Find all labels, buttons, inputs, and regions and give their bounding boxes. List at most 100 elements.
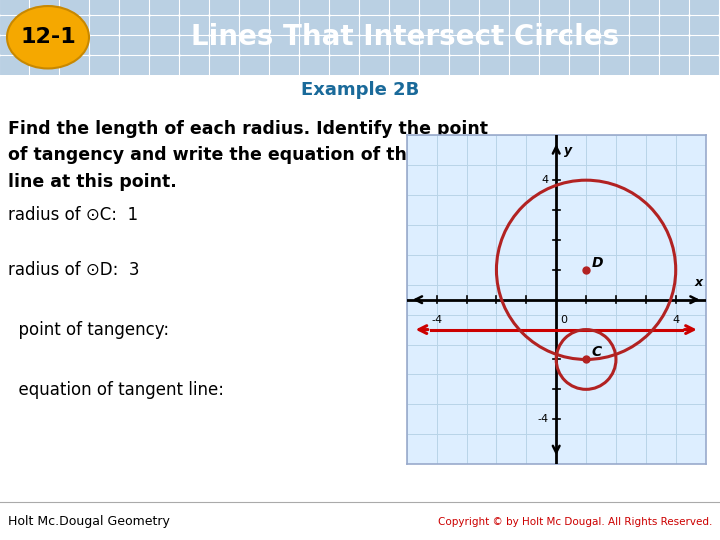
Bar xyxy=(0,0,28,14)
Text: 12-1: 12-1 xyxy=(20,27,76,48)
Bar xyxy=(660,0,688,14)
Text: x: x xyxy=(694,276,702,289)
Bar xyxy=(360,16,388,34)
Bar xyxy=(120,36,148,55)
Bar xyxy=(600,36,628,55)
Bar xyxy=(270,0,298,14)
Bar xyxy=(0,16,28,34)
Bar xyxy=(150,36,178,55)
Bar xyxy=(660,56,688,75)
Bar xyxy=(420,0,448,14)
Text: Holt Mc.Dougal Geometry: Holt Mc.Dougal Geometry xyxy=(8,515,170,528)
Bar xyxy=(330,0,358,14)
Bar xyxy=(60,36,88,55)
Bar xyxy=(420,56,448,75)
Bar xyxy=(360,36,388,55)
Bar xyxy=(450,16,478,34)
Bar xyxy=(30,0,58,14)
Bar xyxy=(210,0,238,14)
Text: equation of tangent line:: equation of tangent line: xyxy=(8,381,224,400)
Bar xyxy=(450,56,478,75)
Text: Example 2B: Example 2B xyxy=(301,81,419,99)
Bar xyxy=(210,56,238,75)
Bar xyxy=(30,36,58,55)
Bar xyxy=(690,36,718,55)
Bar xyxy=(630,56,658,75)
Bar xyxy=(0,36,28,55)
Bar xyxy=(330,56,358,75)
Bar xyxy=(120,56,148,75)
Bar xyxy=(30,16,58,34)
Bar xyxy=(480,16,508,34)
Text: of tangency and write the equation of the tangent: of tangency and write the equation of th… xyxy=(8,146,502,165)
Text: D: D xyxy=(591,256,603,270)
Text: radius of ⊙D:  3: radius of ⊙D: 3 xyxy=(8,261,140,279)
Text: -4: -4 xyxy=(431,315,442,325)
Bar xyxy=(690,0,718,14)
Bar xyxy=(420,16,448,34)
Bar xyxy=(300,56,328,75)
Bar xyxy=(630,36,658,55)
Bar xyxy=(390,56,418,75)
Bar xyxy=(600,0,628,14)
Bar xyxy=(510,36,538,55)
Bar xyxy=(510,56,538,75)
Bar xyxy=(390,0,418,14)
Bar xyxy=(210,36,238,55)
Bar xyxy=(0,56,28,75)
Bar xyxy=(210,16,238,34)
Bar xyxy=(30,56,58,75)
Text: -4: -4 xyxy=(538,414,549,424)
Bar xyxy=(180,16,208,34)
Bar xyxy=(180,36,208,55)
Bar xyxy=(600,56,628,75)
Bar xyxy=(480,36,508,55)
Bar xyxy=(540,0,568,14)
Bar xyxy=(570,56,598,75)
Bar xyxy=(480,0,508,14)
Text: radius of ⊙C:  1: radius of ⊙C: 1 xyxy=(8,206,138,224)
Bar xyxy=(300,0,328,14)
Bar xyxy=(60,16,88,34)
Bar xyxy=(390,16,418,34)
Bar xyxy=(240,36,268,55)
Bar xyxy=(510,16,538,34)
Bar xyxy=(90,16,118,34)
Text: y: y xyxy=(564,144,572,157)
Bar xyxy=(150,56,178,75)
Text: 0: 0 xyxy=(561,315,567,325)
Bar xyxy=(330,16,358,34)
Bar xyxy=(300,16,328,34)
Text: line at this point.: line at this point. xyxy=(8,173,176,191)
Bar xyxy=(240,56,268,75)
Bar xyxy=(450,36,478,55)
Text: Copyright © by Holt Mc Dougal. All Rights Reserved.: Copyright © by Holt Mc Dougal. All Right… xyxy=(438,517,712,527)
Bar xyxy=(270,16,298,34)
Bar xyxy=(630,0,658,14)
Bar xyxy=(420,36,448,55)
Bar xyxy=(330,36,358,55)
Text: Find the length of each radius. Identify the point: Find the length of each radius. Identify… xyxy=(8,120,488,138)
Bar xyxy=(60,56,88,75)
Bar xyxy=(180,0,208,14)
Text: point of tangency:: point of tangency: xyxy=(8,321,169,339)
Bar xyxy=(570,16,598,34)
Bar xyxy=(300,36,328,55)
Bar xyxy=(660,16,688,34)
Bar xyxy=(60,0,88,14)
Bar xyxy=(690,16,718,34)
Bar xyxy=(240,16,268,34)
Bar xyxy=(270,56,298,75)
Bar xyxy=(150,0,178,14)
Text: Lines That Intersect Circles: Lines That Intersect Circles xyxy=(191,23,619,51)
Bar xyxy=(540,56,568,75)
Bar xyxy=(90,56,118,75)
Bar xyxy=(360,56,388,75)
Bar xyxy=(570,0,598,14)
Bar xyxy=(540,36,568,55)
Bar xyxy=(630,16,658,34)
Bar xyxy=(270,36,298,55)
Text: 4: 4 xyxy=(672,315,679,325)
Bar xyxy=(90,36,118,55)
Bar xyxy=(360,0,388,14)
